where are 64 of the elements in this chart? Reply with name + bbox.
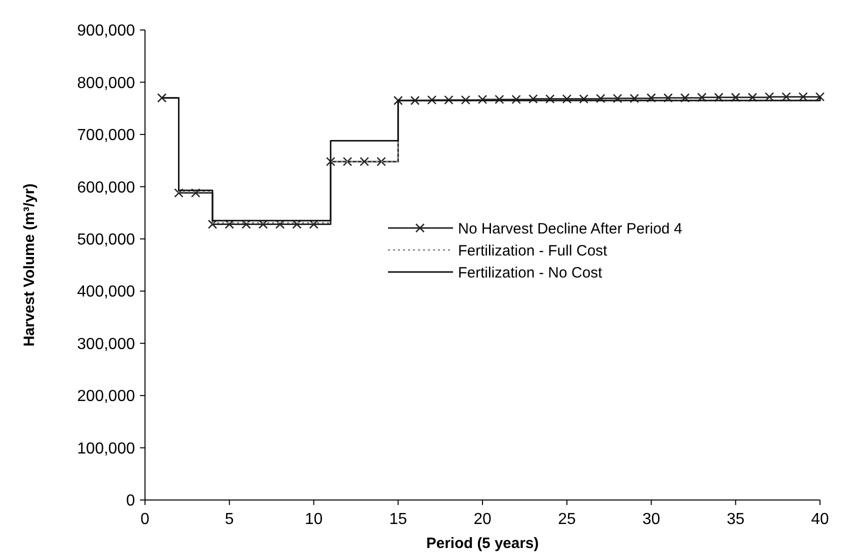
y-tick-label: 500,000 [77, 231, 136, 248]
point [579, 94, 588, 104]
y-tick-label: 100,000 [77, 440, 136, 458]
point [545, 94, 555, 104]
x-tick-label: 5 [224, 511, 234, 528]
point [309, 220, 318, 229]
x-tick-label: 25 [558, 511, 576, 528]
point [663, 93, 673, 103]
y-tick-label: 0 [126, 492, 136, 510]
point [612, 94, 622, 104]
point [714, 92, 724, 102]
legend-label: Fertilization - Full Cost [458, 242, 608, 260]
point [292, 220, 302, 229]
point [478, 94, 488, 104]
point [342, 156, 352, 166]
point [174, 188, 184, 198]
legend-label: No Harvest Decline After Period 4 [458, 220, 682, 238]
point [427, 95, 437, 105]
y-tick-label: 400,000 [77, 284, 136, 301]
point [460, 95, 470, 105]
point [680, 93, 690, 103]
point [798, 92, 808, 102]
point [326, 156, 336, 166]
point [157, 93, 167, 103]
legend-label: Fertilization - No Cost [458, 264, 604, 282]
x-tick-label: 15 [389, 511, 408, 528]
point [815, 92, 825, 102]
point [528, 94, 538, 104]
point [224, 220, 234, 229]
point [360, 156, 370, 166]
point [596, 94, 606, 104]
point [242, 220, 251, 229]
x-tick-label: 30 [642, 511, 660, 528]
point [393, 96, 403, 106]
point [410, 96, 420, 106]
point [258, 220, 268, 229]
point [697, 92, 707, 102]
x-tick-label: 20 [474, 511, 492, 528]
point [494, 94, 504, 104]
point [376, 156, 386, 166]
y-axis-title: Harvest Volume (m³/yr) [21, 183, 38, 347]
x-tick-label: 0 [140, 511, 150, 528]
x-axis-title: Period (5 years) [426, 535, 539, 552]
point [444, 95, 454, 105]
y-tick-label: 200,000 [77, 388, 136, 406]
y-tick-label: 700,000 [77, 127, 136, 144]
point [512, 94, 521, 104]
y-tick-label: 600,000 [77, 179, 136, 196]
point [562, 94, 572, 104]
y-tick-label: 300,000 [77, 336, 136, 353]
y-tick-label: 800,000 [77, 74, 136, 92]
point [782, 92, 791, 102]
point [208, 220, 218, 229]
point [748, 92, 758, 102]
point [646, 93, 656, 103]
point [275, 220, 285, 229]
point [764, 92, 774, 102]
point [730, 92, 740, 102]
x-tick-label: 35 [726, 511, 745, 528]
y-tick-label: 900,000 [77, 22, 136, 40]
point [190, 188, 200, 198]
point [630, 94, 640, 104]
x-tick-label: 10 [304, 511, 323, 528]
x-tick-label: 40 [811, 511, 829, 528]
